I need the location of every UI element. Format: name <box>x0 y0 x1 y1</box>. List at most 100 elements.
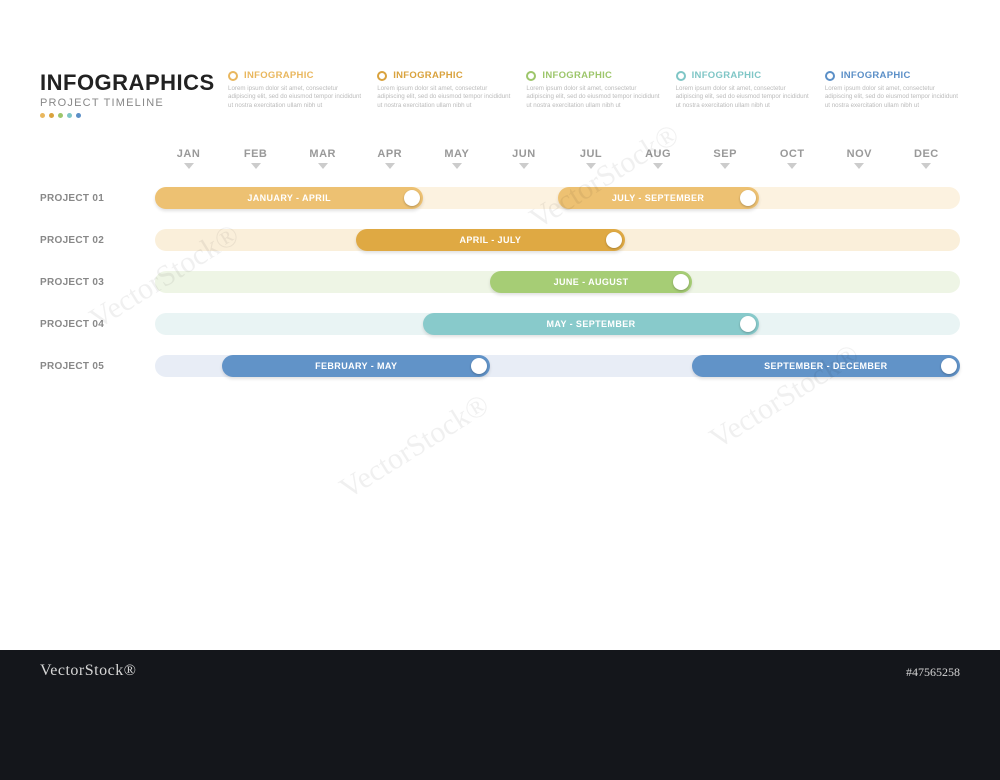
month-header: APR <box>356 148 423 169</box>
bar-end-dot-icon <box>471 358 487 374</box>
month-header: AUG <box>625 148 692 169</box>
chevron-down-icon <box>318 163 328 169</box>
gantt-rows: PROJECT 01 JANUARY - APRIL JULY - SEPTEMBE… <box>40 177 960 387</box>
legend: INFOGRAPHIC Lorem ipsum dolor sit amet, c… <box>228 70 960 110</box>
legend-item: INFOGRAPHICLorem ipsum dolor sit amet, c… <box>825 70 960 110</box>
legend-circle-icon <box>377 71 387 81</box>
chevron-down-icon <box>854 163 864 169</box>
footer-strip <box>0 650 1000 780</box>
legend-body: Lorem ipsum dolor sit amet, consectetur … <box>676 85 811 110</box>
gantt-bar: SEPTEMBER - DECEMBER <box>692 355 960 377</box>
bar-label: MAY - SEPTEMBER <box>547 319 636 329</box>
bar-label: FEBRUARY - MAY <box>315 361 397 371</box>
months-row: JAN FEB MAR APR MAY JUN JUL AUG SEP OCT NOV DEC <box>155 148 960 169</box>
chevron-down-icon <box>720 163 730 169</box>
month-header: FEB <box>222 148 289 169</box>
legend-circle-icon <box>825 71 835 81</box>
chevron-down-icon <box>452 163 462 169</box>
row-label: PROJECT 05 <box>40 361 155 372</box>
bar-label: JULY - SEPTEMBER <box>612 193 704 203</box>
watermark-brand: VectorStock® <box>40 662 136 680</box>
month-header: SEP <box>692 148 759 169</box>
month-label: MAY <box>444 148 469 160</box>
bar-label: APRIL - JULY <box>460 235 522 245</box>
month-header: MAR <box>289 148 356 169</box>
row-label: PROJECT 04 <box>40 319 155 330</box>
gantt-row: PROJECT 04 MAY - SEPTEMBER <box>40 303 960 345</box>
row-track: MAY - SEPTEMBER <box>155 313 960 335</box>
month-label: SEP <box>713 148 737 160</box>
chevron-down-icon <box>385 163 395 169</box>
month-label: JAN <box>177 148 201 160</box>
diagonal-watermark: VectorStock® <box>334 388 496 507</box>
title-sub: PROJECT TIMELINE <box>40 97 210 109</box>
title-block: INFOGRAPHICS PROJECT TIMELINE <box>40 70 210 118</box>
month-header: JAN <box>155 148 222 169</box>
legend-body: Lorem ipsum dolor sit amet, consectetur … <box>377 85 512 110</box>
chevron-down-icon <box>921 163 931 169</box>
gantt-bar: MAY - SEPTEMBER <box>423 313 758 335</box>
chevron-down-icon <box>519 163 529 169</box>
month-label: NOV <box>847 148 872 160</box>
palette-dot <box>76 113 81 118</box>
gantt-bar: JULY - SEPTEMBER <box>558 187 759 209</box>
month-header: OCT <box>759 148 826 169</box>
legend-circle-icon <box>526 71 536 81</box>
month-header: JUL <box>557 148 624 169</box>
header: INFOGRAPHICS PROJECT TIMELINE INFOGRAPHI… <box>40 70 960 118</box>
bar-end-dot-icon <box>606 232 622 248</box>
bar-end-dot-icon <box>740 190 756 206</box>
palette-dots <box>40 113 210 118</box>
gantt-row: PROJECT 01 JANUARY - APRIL JULY - SEPTEMBE… <box>40 177 960 219</box>
title-main: INFOGRAPHICS <box>40 70 210 96</box>
chevron-down-icon <box>251 163 261 169</box>
bar-label: JUNE - AUGUST <box>554 277 629 287</box>
legend-title: INFOGRAPHIC <box>841 70 911 81</box>
row-track: FEBRUARY - MAY SEPTEMBER - DECEMBER <box>155 355 960 377</box>
row-track: JUNE - AUGUST <box>155 271 960 293</box>
gantt-chart: JAN FEB MAR APR MAY JUN JUL AUG SEP OCT NOV DEC PRO… <box>40 148 960 387</box>
gantt-bar: JANUARY - APRIL <box>155 187 423 209</box>
watermark-id: #47565258 <box>906 665 960 680</box>
legend-body: Lorem ipsum dolor sit amet, consectetur … <box>228 85 363 110</box>
bar-end-dot-icon <box>673 274 689 290</box>
legend-title: INFOGRAPHIC <box>542 70 612 81</box>
legend-title: INFOGRAPHIC <box>393 70 463 81</box>
month-label: DEC <box>914 148 939 160</box>
gantt-bar: JUNE - AUGUST <box>490 271 691 293</box>
legend-circle-icon <box>228 71 238 81</box>
month-label: OCT <box>780 148 805 160</box>
palette-dot <box>67 113 72 118</box>
legend-body: Lorem ipsum dolor sit amet, consectetur … <box>526 85 661 110</box>
legend-circle-icon <box>676 71 686 81</box>
month-label: JUN <box>512 148 536 160</box>
gantt-row: PROJECT 02APRIL - JULY <box>40 219 960 261</box>
legend-title: INFOGRAPHIC <box>692 70 762 81</box>
month-label: MAR <box>309 148 336 160</box>
bar-label: JANUARY - APRIL <box>247 193 331 203</box>
legend-item: INFOGRAPHIC Lorem ipsum dolor sit amet, c… <box>676 70 811 110</box>
row-label: PROJECT 01 <box>40 193 155 204</box>
palette-dot <box>49 113 54 118</box>
palette-dot <box>40 113 45 118</box>
chevron-down-icon <box>653 163 663 169</box>
month-label: JUL <box>580 148 602 160</box>
month-header: NOV <box>826 148 893 169</box>
chevron-down-icon <box>586 163 596 169</box>
month-header: JUN <box>490 148 557 169</box>
gantt-row: PROJECT 03 JUNE - AUGUST <box>40 261 960 303</box>
month-label: FEB <box>244 148 268 160</box>
gantt-bar: FEBRUARY - MAY <box>222 355 490 377</box>
gantt-bar: APRIL - JULY <box>356 229 624 251</box>
month-header: MAY <box>423 148 490 169</box>
month-header: DEC <box>893 148 960 169</box>
legend-item: INFOGRAPHIC Lorem ipsum dolor sit amet, c… <box>228 70 363 110</box>
month-label: APR <box>377 148 402 160</box>
gantt-row: PROJECT 05 FEBRUARY - MAY SEPTEMBER - DECE… <box>40 345 960 387</box>
row-label: PROJECT 03 <box>40 277 155 288</box>
legend-title: INFOGRAPHIC <box>244 70 314 81</box>
palette-dot <box>58 113 63 118</box>
bar-end-dot-icon <box>941 358 957 374</box>
bar-end-dot-icon <box>404 190 420 206</box>
legend-item: INFOGRAPHIC Lorem ipsum dolor sit amet, c… <box>377 70 512 110</box>
